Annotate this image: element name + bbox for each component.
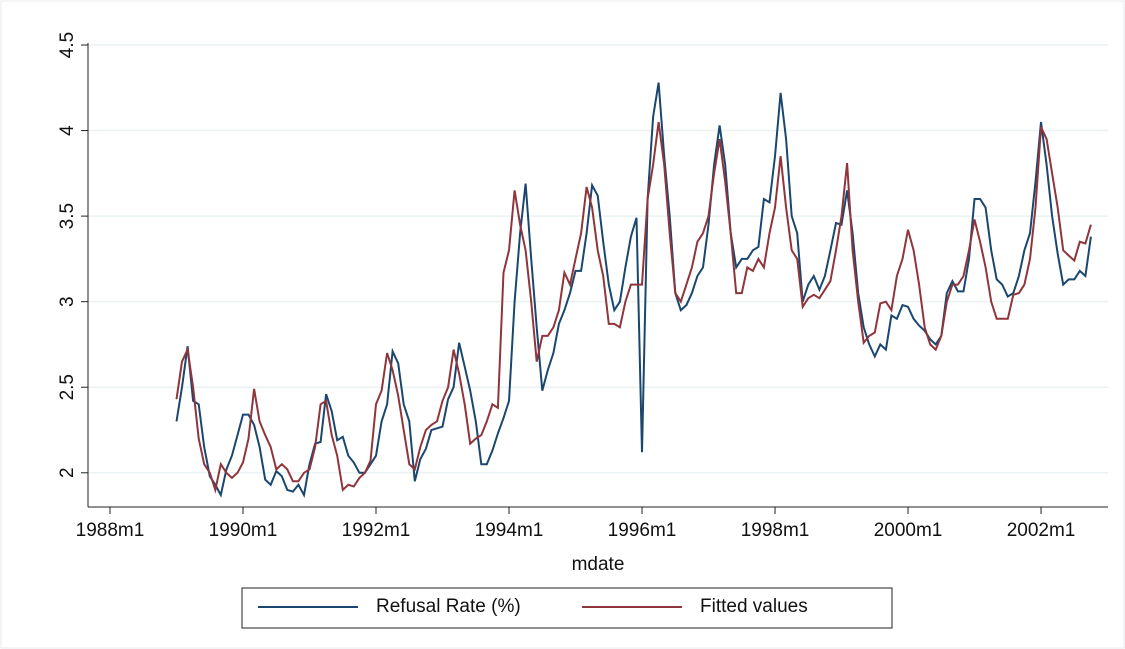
y-tick-label: 4.5 xyxy=(57,32,78,58)
x-tick-label: 1988m1 xyxy=(76,520,145,541)
y-tick-label: 2.5 xyxy=(57,374,78,400)
x-tick-label: 2002m1 xyxy=(1007,520,1076,541)
x-tick-label: 2000m1 xyxy=(874,520,943,541)
y-tick-label: 3 xyxy=(57,296,78,307)
x-axis-label: mdate xyxy=(572,554,625,575)
y-tick-label: 2 xyxy=(57,467,78,478)
x-tick-label: 1994m1 xyxy=(475,520,544,541)
y-tick-label: 3.5 xyxy=(57,203,78,229)
x-tick-label: 1996m1 xyxy=(608,520,677,541)
legend-label: Fitted values xyxy=(700,596,808,617)
y-tick-label: 4 xyxy=(57,125,78,136)
x-tick-label: 1992m1 xyxy=(342,520,411,541)
x-tick-label: 1998m1 xyxy=(741,520,810,541)
x-tick-label: 1990m1 xyxy=(209,520,278,541)
series-line xyxy=(175,121,1092,494)
legend-label: Refusal Rate (%) xyxy=(376,596,521,617)
